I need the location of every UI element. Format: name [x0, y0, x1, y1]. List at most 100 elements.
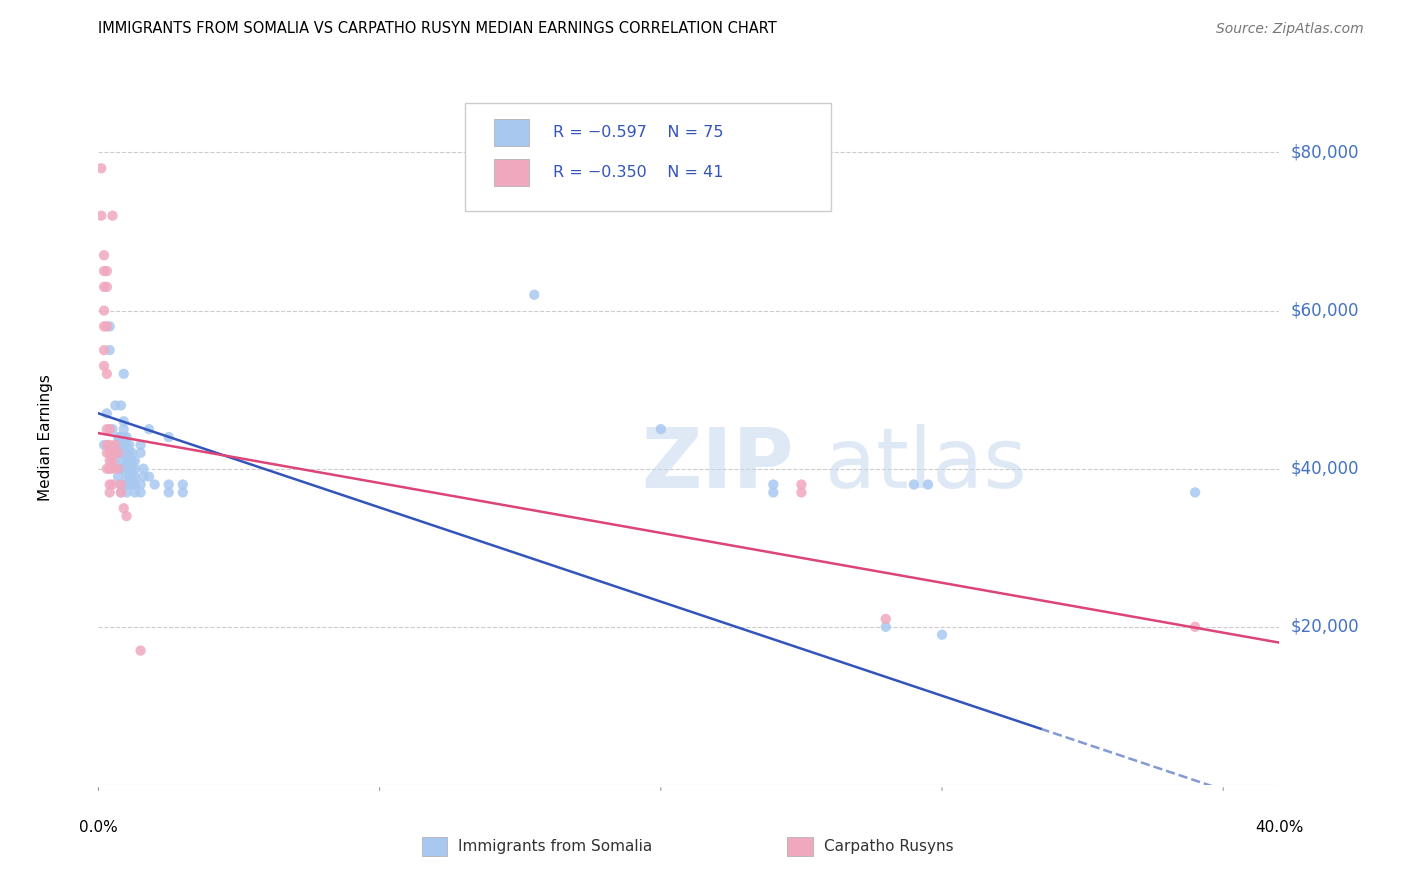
Point — [93, 359, 115, 373]
Text: Source: ZipAtlas.com: Source: ZipAtlas.com — [1216, 21, 1364, 36]
Text: 0.0%: 0.0% — [79, 820, 118, 835]
Point — [101, 461, 124, 475]
Point — [107, 461, 129, 475]
Point — [101, 454, 124, 468]
Point — [157, 485, 180, 500]
Point — [107, 430, 129, 444]
Point — [112, 367, 135, 381]
Point — [157, 430, 180, 444]
Point — [112, 461, 135, 475]
Point — [172, 485, 194, 500]
Point — [917, 477, 939, 491]
Point — [98, 343, 121, 358]
Text: ZIP: ZIP — [641, 425, 794, 506]
Point — [93, 319, 115, 334]
Point — [96, 319, 118, 334]
Bar — [494, 120, 530, 145]
Point — [931, 628, 953, 642]
Point — [132, 469, 155, 483]
Point — [110, 485, 132, 500]
Point — [112, 414, 135, 428]
Point — [121, 477, 143, 491]
Point — [115, 485, 138, 500]
Point — [93, 280, 115, 294]
Point — [98, 319, 121, 334]
Point — [157, 477, 180, 491]
Point — [129, 485, 152, 500]
Text: Median Earnings: Median Earnings — [38, 374, 53, 500]
Point — [98, 438, 121, 452]
Point — [90, 209, 112, 223]
Point — [115, 509, 138, 524]
Text: R = −0.597    N = 75: R = −0.597 N = 75 — [553, 125, 724, 140]
Text: $20,000: $20,000 — [1291, 618, 1360, 636]
Point — [129, 438, 152, 452]
Point — [107, 446, 129, 460]
Point — [112, 422, 135, 436]
Text: atlas: atlas — [825, 425, 1026, 506]
Point — [121, 446, 143, 460]
Point — [129, 643, 152, 657]
Point — [118, 477, 141, 491]
Point — [110, 477, 132, 491]
Point — [790, 477, 813, 491]
Point — [121, 461, 143, 475]
Point — [98, 446, 121, 460]
Point — [110, 430, 132, 444]
Point — [101, 446, 124, 460]
Point — [124, 485, 146, 500]
Point — [762, 477, 785, 491]
Point — [112, 430, 135, 444]
Point — [1184, 620, 1206, 634]
Point — [96, 280, 118, 294]
Point — [101, 477, 124, 491]
Point — [129, 477, 152, 491]
Point — [101, 422, 124, 436]
Point — [132, 461, 155, 475]
Point — [121, 454, 143, 468]
Point — [90, 161, 112, 176]
Point — [115, 454, 138, 468]
Text: Carpatho Rusyns: Carpatho Rusyns — [824, 839, 953, 854]
Text: 40.0%: 40.0% — [1256, 820, 1303, 835]
Point — [875, 612, 897, 626]
Point — [93, 343, 115, 358]
Point — [93, 438, 115, 452]
Point — [118, 446, 141, 460]
Point — [875, 620, 897, 634]
Point — [124, 461, 146, 475]
Point — [107, 461, 129, 475]
Point — [101, 446, 124, 460]
Point — [107, 446, 129, 460]
Point — [172, 477, 194, 491]
Point — [104, 454, 127, 468]
Point — [124, 469, 146, 483]
Point — [96, 406, 118, 420]
Point — [98, 477, 121, 491]
Point — [903, 477, 925, 491]
Point — [98, 461, 121, 475]
Point — [762, 485, 785, 500]
Point — [96, 264, 118, 278]
Text: $60,000: $60,000 — [1291, 301, 1360, 319]
Point — [115, 430, 138, 444]
Point — [115, 469, 138, 483]
Point — [138, 422, 160, 436]
Point — [104, 438, 127, 452]
Point — [98, 422, 121, 436]
Point — [790, 485, 813, 500]
Point — [115, 477, 138, 491]
Text: $40,000: $40,000 — [1291, 459, 1360, 478]
Text: IMMIGRANTS FROM SOMALIA VS CARPATHO RUSYN MEDIAN EARNINGS CORRELATION CHART: IMMIGRANTS FROM SOMALIA VS CARPATHO RUSY… — [98, 21, 778, 36]
Point — [96, 446, 118, 460]
Point — [112, 454, 135, 468]
Point — [112, 446, 135, 460]
Point — [124, 454, 146, 468]
Point — [118, 438, 141, 452]
Point — [98, 454, 121, 468]
Point — [101, 209, 124, 223]
Point — [115, 461, 138, 475]
Point — [129, 446, 152, 460]
Text: R = −0.350    N = 41: R = −0.350 N = 41 — [553, 165, 724, 180]
Point — [523, 287, 546, 301]
